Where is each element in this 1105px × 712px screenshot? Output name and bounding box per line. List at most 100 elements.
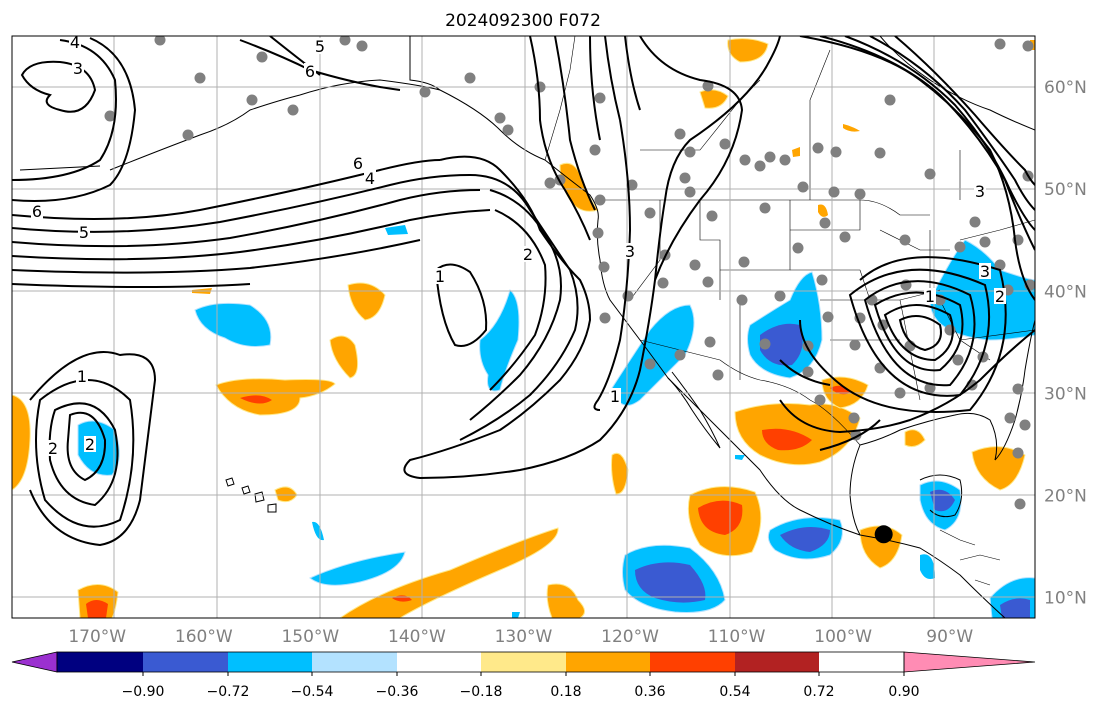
latitude-labels: 60°N 50°N 40°N 30°N 20°N 10°N [1044,78,1087,609]
station-dot [779,154,791,166]
cold-area [512,612,520,618]
contour-label: 5 [79,223,89,242]
station-dot [819,217,831,229]
station-dot [679,172,691,184]
station-dot [874,147,886,159]
warm-area [347,282,386,321]
station-dot [822,311,834,323]
station-dot [1019,419,1031,431]
contour-label: 4 [70,33,80,52]
station-dot [419,86,431,98]
cold-area-core [635,562,706,603]
contour-label-bg [84,436,96,452]
station-dot [594,194,606,206]
longitude-label: 100°W [814,627,872,647]
longitude-labels: 170°W 160°W 150°W 140°W 130°W 120°W 110°W 100°W… [68,627,973,647]
contour-label-bg [974,183,986,199]
latitude-label: 40°N [1044,282,1087,302]
colorbar-segment [143,652,228,672]
longitude-label: 130°W [495,627,553,647]
station-dot [599,312,611,324]
contour-label: 3 [980,262,990,281]
contour-label-bg [76,368,88,384]
station-dot [494,112,506,124]
station-dot [1004,412,1016,424]
station-dot [739,154,751,166]
contour-label-bg [47,440,59,456]
station-dot [994,38,1006,50]
colorbar-tick-label: 0.54 [719,684,750,700]
contour-label: 2 [523,245,533,264]
station-dot [854,188,866,200]
station-dot [969,216,981,228]
cold-area [309,551,406,586]
station-dot [848,412,860,424]
station-dot [816,274,828,286]
station-dot [644,207,656,219]
warm-area [792,147,800,157]
contour-label-bg [72,60,84,76]
station-dot [182,129,194,141]
station-dot [657,277,669,289]
cold-area [611,304,695,406]
station-dot [104,110,116,122]
contour-label-bg [69,36,81,50]
colorbar-segment [481,652,566,672]
colorbar-tick-label: −0.54 [291,684,334,700]
station-dot [1012,383,1024,395]
latitude-label: 10°N [1044,589,1087,609]
contour-label: 6 [305,62,315,81]
station-dot [764,151,776,163]
colorbar-tick-label: −0.72 [207,684,250,700]
station-dot [979,236,991,248]
contour-label: 6 [353,154,363,173]
contour-label-bg [994,288,1006,304]
contour-label: 2 [995,287,1005,306]
colorbar-segment [735,652,819,672]
latitude-label: 50°N [1044,180,1087,200]
warm-area-core [86,600,108,618]
station-dot [684,146,696,158]
colorbar-segment [57,652,143,672]
warm-area [12,394,31,491]
colorbar-tick-label: 0.18 [550,684,581,700]
warm-area-core [698,500,743,535]
station-dot [644,358,656,370]
gridlines [12,36,1035,618]
station-dot [830,146,842,158]
contour-lines [12,36,1035,547]
station-dot [674,128,686,140]
station-dot [194,72,206,84]
contour-label-bg [609,388,621,404]
station-dot [1014,498,1026,510]
contour-label: 6 [32,202,42,221]
colorbar-segment [397,652,481,672]
coastlines [19,36,1035,618]
contour-label: 1 [610,387,620,406]
station-dot [814,394,826,406]
station-dot [894,387,906,399]
station-dot [706,210,718,222]
contour-label-bg [624,243,636,259]
contour-label-bg [352,155,364,171]
station-dot [702,80,714,92]
contour-label: 3 [73,59,83,78]
colorbar-tick-label: −0.90 [122,684,165,700]
longitude-label: 140°W [388,627,446,647]
contour-label: 2 [85,435,95,454]
cold-area-core [760,323,803,366]
station-dot [154,36,166,46]
figure-title: 2024092300 F072 [445,11,601,31]
plot-frame [11,35,1036,619]
contour-label-bg [979,263,991,279]
station-dot [952,354,964,366]
station-dot [1012,447,1024,459]
station-dot [246,94,258,106]
station-dot [994,259,1006,271]
contour-label-bg [78,224,90,240]
station-dot [797,181,809,193]
station-dot [899,234,911,246]
colorbar-extend-low [11,651,58,673]
